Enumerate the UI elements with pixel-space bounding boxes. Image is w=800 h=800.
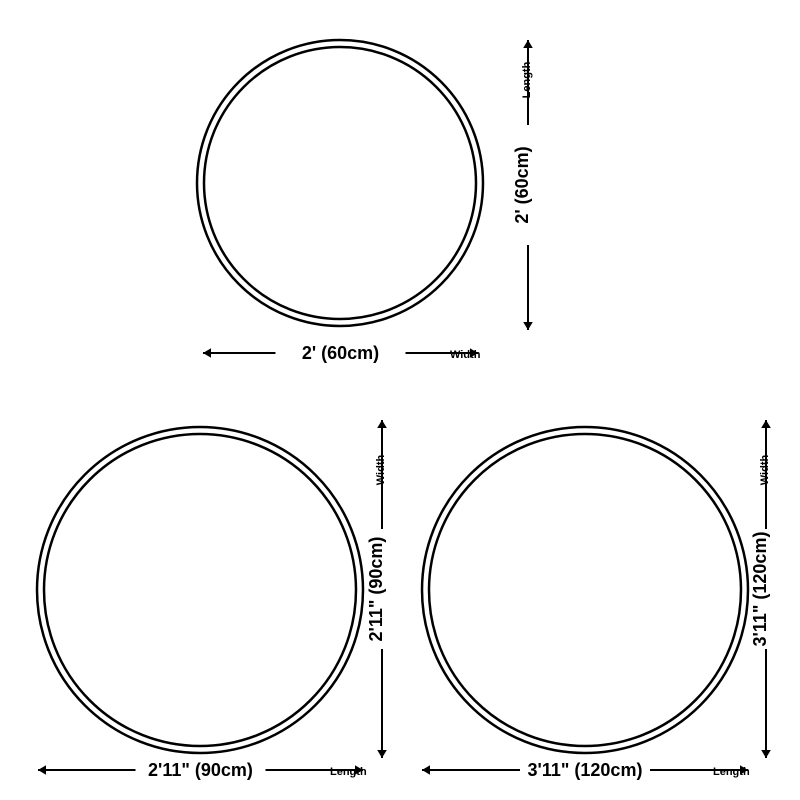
v-axis-label: Length [521,61,533,98]
v-axis-label: Width [375,455,387,486]
h-axis-label: Length [713,766,750,778]
v-dim-value: 2'11" (90cm) [366,537,386,642]
h-dim-value: 2' (60cm) [302,343,379,363]
v-axis-label: Width [759,455,771,486]
h-axis-label: Width [450,349,481,361]
v-dim-value: 2' (60cm) [512,146,532,223]
h-dim-value: 2'11" (90cm) [148,760,253,780]
h-dim-value: 3'11" (120cm) [528,760,643,780]
dimension-diagram: 2' (60cm) Width 2' (60cm) Length 2'11" (90cm… [0,0,800,800]
h-axis-label: Length [330,766,367,778]
v-dim-value: 3'11" (120cm) [750,532,770,647]
